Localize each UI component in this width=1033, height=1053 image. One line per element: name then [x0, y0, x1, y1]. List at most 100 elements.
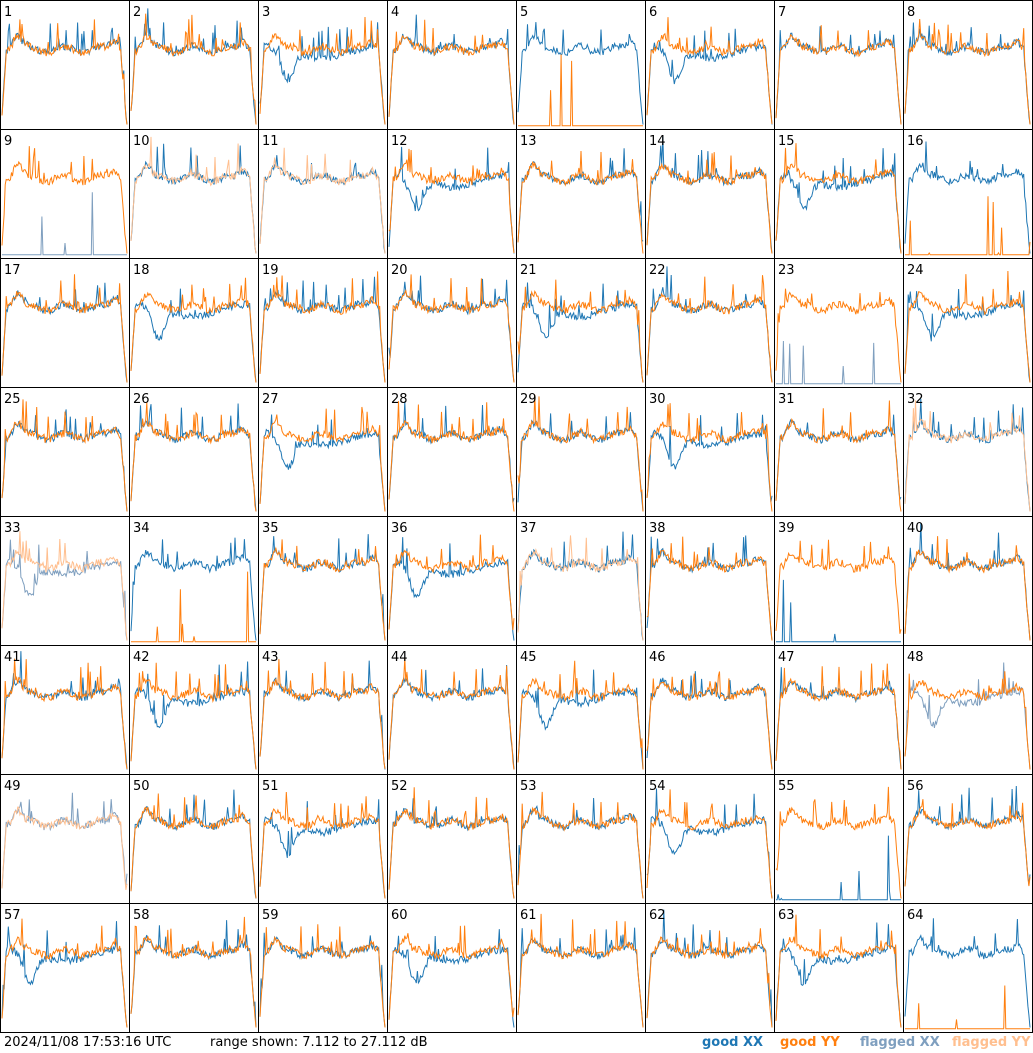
series-line-xx	[130, 288, 257, 383]
panel: 60	[387, 903, 517, 1033]
series-line-xx	[646, 28, 773, 125]
panel: 31	[774, 387, 904, 517]
series-line-yy	[259, 147, 386, 254]
series-line-xx	[646, 413, 773, 502]
series-line-xx	[904, 918, 1031, 1028]
series-line-yy	[130, 277, 257, 383]
series-line-yy	[130, 916, 257, 1028]
panel: 7	[774, 0, 904, 130]
series-line-xx	[130, 537, 257, 641]
series-line-yy	[517, 394, 644, 512]
series-line-xx	[517, 282, 644, 383]
panel-label: 35	[262, 521, 279, 536]
panel: 35	[258, 516, 388, 646]
panel-label: 21	[520, 263, 537, 278]
panel-label: 54	[649, 779, 666, 794]
panel-label: 31	[778, 392, 795, 407]
panel-label: 32	[907, 392, 924, 407]
series-line-yy	[646, 671, 773, 770]
panel-label: 7	[778, 5, 786, 20]
panel-label: 58	[133, 908, 150, 923]
panel: 47	[774, 645, 904, 775]
series-line-xx	[904, 141, 1031, 254]
legend-flagged-yy: flagged YY	[952, 1035, 1031, 1050]
panel: 18	[129, 258, 259, 388]
panel-label: 49	[4, 779, 21, 794]
series-line-xx	[775, 148, 902, 253]
panel-label: 22	[649, 263, 666, 278]
series-line-yy	[646, 17, 773, 124]
legend-good-yy: good YY	[780, 1035, 840, 1050]
panel: 37	[516, 516, 646, 646]
series-line-yy	[646, 928, 773, 1028]
series-line-yy	[259, 659, 386, 769]
panel-label: 53	[520, 779, 537, 794]
series-line-yy	[904, 400, 1031, 512]
panel: 6	[645, 0, 775, 130]
series-line-xx	[775, 414, 902, 501]
series-line-yy	[905, 985, 1030, 1030]
series-line-yy	[646, 789, 773, 899]
series-line-xx	[130, 8, 257, 125]
panel: 29	[516, 387, 646, 517]
panel-label: 64	[907, 908, 924, 923]
series-line-yy	[259, 791, 386, 899]
panel: 5	[516, 0, 646, 130]
series-line-yy	[130, 136, 257, 254]
series-line-xx	[388, 401, 515, 503]
series-line-xx	[775, 922, 902, 1028]
series-line-xx	[1, 539, 128, 641]
panel: 59	[258, 903, 388, 1033]
panel-frame	[258, 0, 388, 130]
series-line-yy	[517, 535, 644, 641]
timestamp: 2024/11/08 17:53:16 UTC	[4, 1035, 172, 1050]
series-line-xx	[388, 537, 515, 641]
panel-label: 8	[907, 5, 915, 20]
panel-label: 11	[262, 134, 279, 149]
series-line-yy	[775, 143, 902, 254]
series-line-yy	[388, 148, 515, 254]
panel-label: 40	[907, 521, 924, 536]
panel-label: 24	[907, 263, 924, 278]
series-line-yy	[1, 274, 128, 383]
series-line-yy	[131, 571, 256, 643]
series-line-xx	[904, 662, 1031, 770]
series-line-yy	[904, 18, 1031, 125]
panel: 21	[516, 258, 646, 388]
panel: 26	[129, 387, 259, 517]
panel-label: 15	[778, 134, 795, 149]
series-line-xx	[130, 661, 257, 770]
panel-label: 52	[391, 779, 408, 794]
series-line-yy	[388, 787, 515, 899]
series-line-yy	[1, 531, 128, 641]
series-line-xx	[1, 792, 128, 889]
panel: 14	[645, 129, 775, 259]
series-line-xx	[904, 398, 1031, 512]
panel: 63	[774, 903, 904, 1033]
series-line-xx	[259, 799, 386, 899]
panel-frame	[516, 0, 646, 130]
series-line-xx	[776, 835, 901, 901]
panel-label: 2	[133, 5, 141, 20]
series-line-yy	[646, 152, 773, 254]
panel: 3	[258, 0, 388, 130]
panel: 9	[0, 129, 130, 259]
series-line-yy	[130, 793, 257, 899]
panel-label: 33	[4, 521, 21, 536]
panel: 54	[645, 774, 775, 904]
panel-label: 41	[4, 650, 21, 665]
series-line-yy	[517, 279, 644, 383]
panel-label: 16	[907, 134, 924, 149]
series-line-xx	[517, 669, 644, 770]
panel: 36	[387, 516, 517, 646]
series-line-xx	[130, 920, 257, 1028]
series-line-xx	[646, 788, 773, 899]
panel-label: 29	[520, 392, 537, 407]
series-line-xx	[1, 921, 128, 1028]
series-line-yy	[905, 196, 1031, 256]
series-line-xx	[130, 789, 257, 899]
panel-label: 38	[649, 521, 666, 536]
series-line-yy	[130, 13, 257, 125]
series-line-xx	[259, 276, 386, 383]
